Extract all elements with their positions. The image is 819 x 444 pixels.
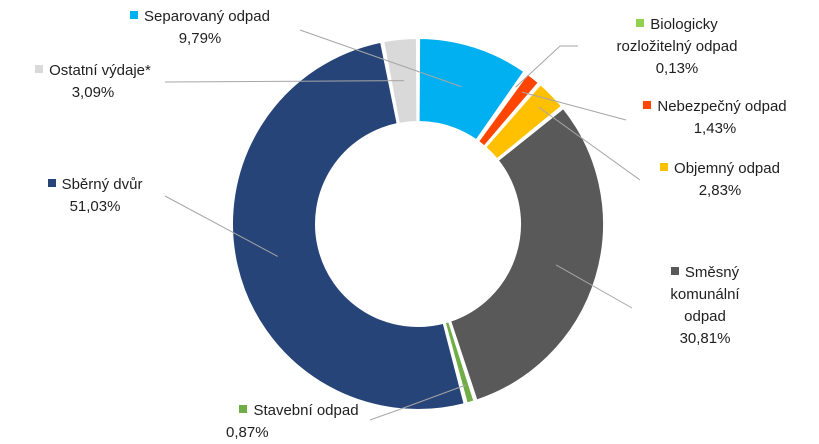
legend-swatch [35, 65, 44, 73]
label-smesny-name1: Směsný [640, 262, 770, 284]
label-sberny-name: Sběrný dvůr [30, 174, 160, 196]
label-stavebni-name: Stavební odpad [214, 400, 384, 422]
label-stavebni-pct: 0,87% [226, 424, 269, 441]
label-biologicky-name1: Biologicky [582, 14, 772, 36]
label-objemny-name: Objemný odpad [640, 158, 800, 180]
legend-swatch [636, 19, 645, 27]
slice-6 [231, 40, 466, 411]
leader-line-6 [164, 195, 278, 257]
label-separovany: Separovaný odpad 9,79% [120, 6, 280, 50]
label-smesny-name3: odpad [684, 308, 726, 325]
leader-line-7 [164, 80, 405, 83]
slice-2 [476, 72, 541, 148]
donut-slices [231, 36, 605, 411]
legend-swatch [643, 101, 652, 109]
label-separovany-pct: 9,79% [178, 30, 222, 47]
label-biologicky-name2: rozložitelný odpad [616, 38, 738, 55]
legend-swatch [130, 11, 139, 19]
label-ostatni-pct: 3,09% [71, 84, 115, 101]
label-ostatni: Ostatní výdaje* 3,09% [8, 60, 178, 104]
label-objemny-pct: 2,83% [698, 182, 742, 199]
slice-4 [448, 106, 605, 402]
legend-swatch [239, 405, 248, 413]
leader-line-3 [538, 106, 641, 181]
label-biologicky: Biologicky rozložitelný odpad 0,13% [582, 14, 772, 80]
leader-line-1 [515, 45, 578, 88]
legend-swatch [670, 267, 679, 275]
label-smesny-name2: komunální [670, 286, 740, 303]
label-smesny-pct: 30,81% [679, 330, 731, 347]
slice-0 [417, 36, 526, 142]
label-ostatni-name: Ostatní výdaje* [8, 60, 178, 82]
label-sberny: Sběrný dvůr 51,03% [30, 174, 160, 218]
leader-line-5 [369, 384, 466, 421]
leader-lines [164, 29, 641, 421]
label-nebezpecny-pct: 1,43% [693, 120, 737, 137]
label-separovany-name: Separovaný odpad [120, 6, 280, 28]
label-biologicky-pct: 0,13% [655, 60, 699, 77]
label-objemny: Objemný odpad 2,83% [640, 158, 800, 202]
label-smesny: Směsný komunální odpad 30,81% [640, 262, 770, 350]
legend-swatch [47, 179, 56, 187]
leader-line-0 [299, 29, 462, 88]
leader-line-2 [521, 91, 627, 121]
label-sberny-pct: 51,03% [69, 198, 121, 215]
leader-line-4 [555, 264, 633, 309]
label-stavebni: Stavební odpad 0,87% [214, 400, 384, 444]
slice-3 [483, 82, 564, 161]
legend-swatch [660, 163, 669, 171]
label-nebezpecny: Nebezpečný odpad 1,43% [630, 96, 800, 140]
slice-5 [443, 319, 476, 405]
label-nebezpecny-name: Nebezpečný odpad [630, 96, 800, 118]
